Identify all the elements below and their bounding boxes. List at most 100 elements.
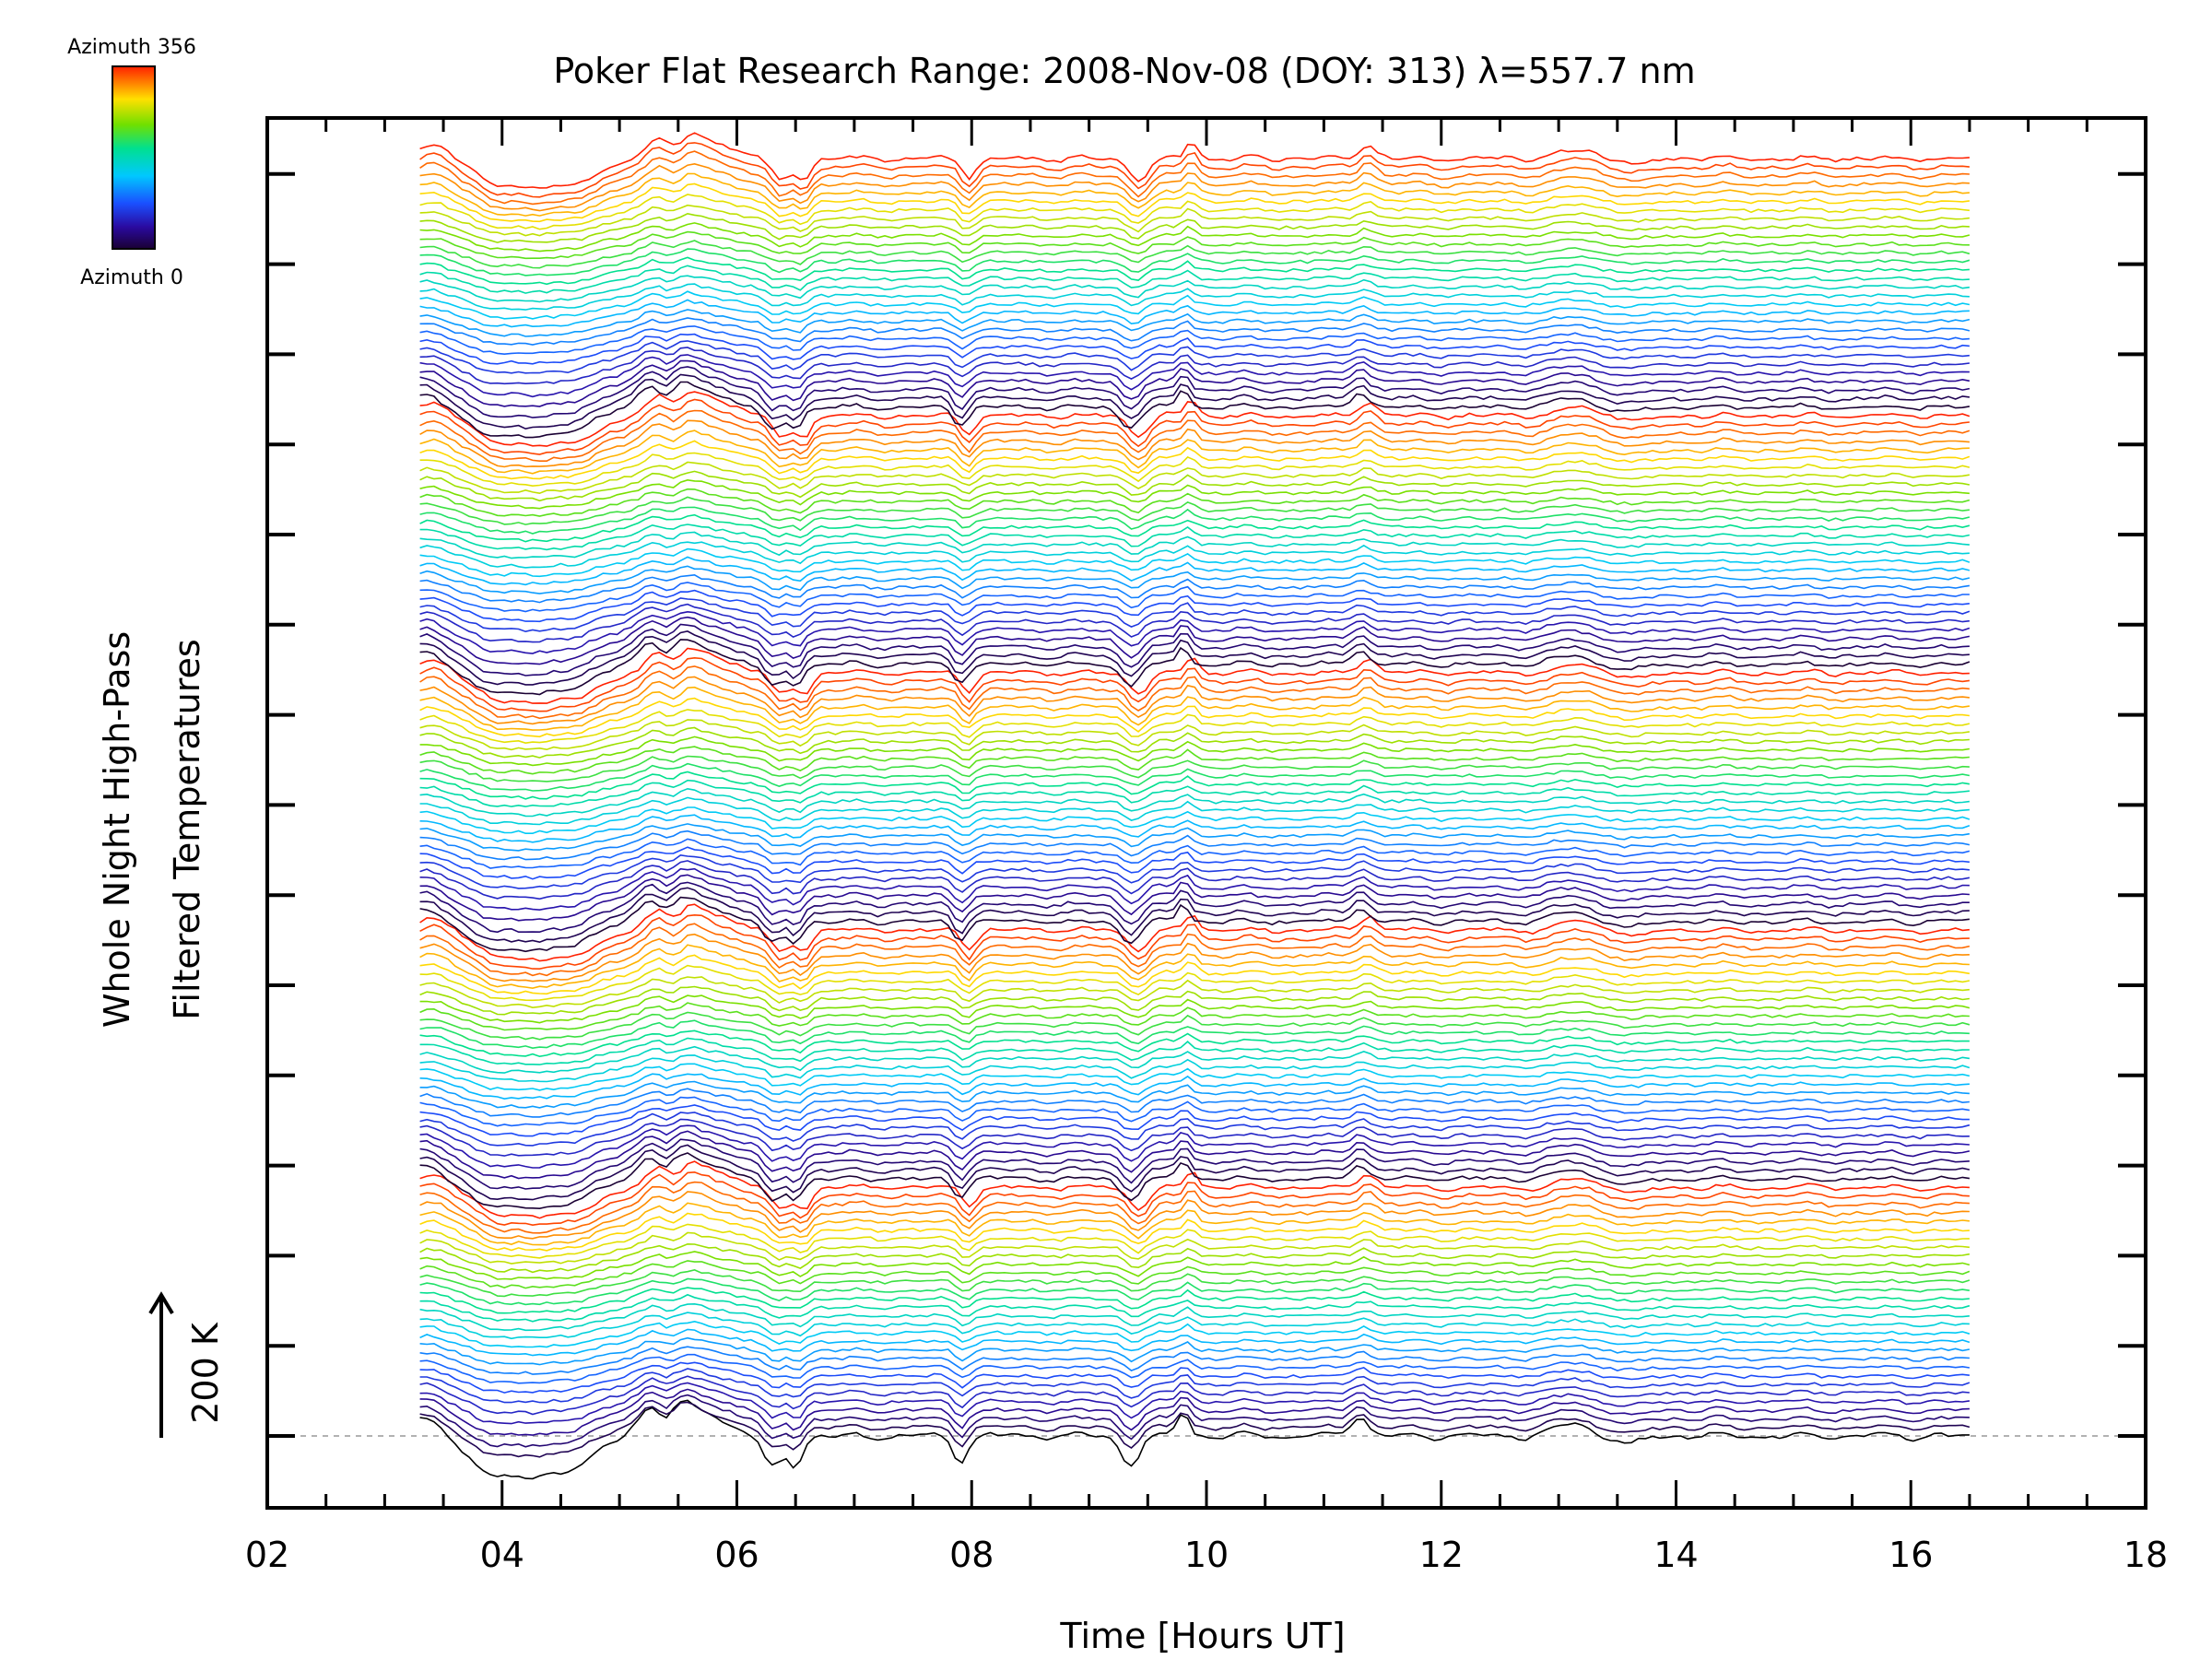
temperature-trace [419, 1287, 1970, 1314]
temperature-trace [419, 1251, 1971, 1280]
temperature-trace [419, 204, 1970, 237]
x-tick-label: 08 [949, 1535, 994, 1575]
temperature-trace [419, 1191, 1970, 1240]
temperature-trace [419, 248, 1971, 276]
temperature-trace [419, 1388, 1970, 1436]
temperature-trace [419, 1353, 1971, 1384]
temperature-trace [419, 676, 1970, 725]
temperature-trace [419, 212, 1970, 243]
temperature-trace [419, 1124, 1970, 1169]
temperature-trace [419, 391, 1971, 447]
temperature-trace [419, 896, 1970, 953]
temperature-trace [419, 787, 1970, 818]
temperature-trace [419, 1073, 1970, 1100]
chart-title: Poker Flat Research Range: 2008-Nov-08 (… [553, 51, 1695, 91]
temperature-trace [419, 565, 1971, 594]
temperature-trace [419, 823, 1971, 852]
temperature-trace [419, 194, 1970, 230]
temperature-trace [419, 881, 1970, 934]
temperature-trace [419, 964, 1971, 1002]
temperature-trace [419, 806, 1971, 834]
trace-group [419, 132, 1971, 1480]
temperature-trace [419, 860, 1971, 900]
temperature-trace [419, 610, 1971, 654]
temperature-trace [419, 779, 1970, 807]
temperature-trace [419, 513, 1971, 543]
temperature-trace [419, 531, 1970, 559]
temperature-trace [419, 1336, 1971, 1366]
temperature-trace [419, 985, 1971, 1016]
temperature-trace [419, 771, 1971, 800]
temperature-trace [419, 366, 1971, 418]
temperature-trace [419, 440, 1971, 480]
x-tick-label: 02 [245, 1535, 289, 1575]
temperature-trace [419, 1002, 1970, 1031]
temperature-trace [419, 726, 1970, 759]
temperature-trace [419, 589, 1970, 623]
temperature-trace [419, 1361, 1970, 1394]
temperature-trace [419, 623, 1970, 677]
temperature-trace [419, 1080, 1970, 1109]
temperature-trace [419, 603, 1970, 643]
temperature-trace [419, 1011, 1971, 1041]
x-tick-label: 06 [714, 1535, 759, 1575]
temperature-trace [419, 506, 1971, 535]
x-tick-label: 04 [480, 1535, 524, 1575]
temperature-trace [419, 814, 1971, 843]
temperature-trace [419, 1212, 1970, 1252]
y-axis-label: Whole Night High-Pass Filtered Temperatu… [97, 631, 207, 1028]
temperature-trace [419, 1223, 1970, 1259]
temperature-trace [419, 1320, 1971, 1348]
temperature-trace [419, 1160, 1970, 1219]
colorbar: Azimuth 356 Azimuth 0 [67, 36, 196, 289]
temperature-trace [419, 1112, 1971, 1147]
temperature-trace [419, 1104, 1970, 1137]
temperature-trace [419, 1399, 1970, 1480]
scale-bar-label: 200 K [185, 1322, 226, 1424]
temperature-trace [419, 1181, 1970, 1234]
temperature-trace [419, 1063, 1971, 1091]
scale-bar: 200 K [148, 1291, 226, 1438]
temperature-trace [419, 735, 1971, 767]
temperature-trace [419, 994, 1971, 1024]
temperature-trace [419, 656, 1971, 712]
temperature-trace [419, 853, 1970, 889]
colorbar-bottom-label: Azimuth 0 [80, 266, 183, 289]
temperature-trace [419, 1118, 1970, 1157]
temperature-trace [419, 1030, 1970, 1058]
temperature-trace [419, 1231, 1970, 1265]
x-tick-label: 14 [1653, 1535, 1698, 1575]
temperature-trace [419, 354, 1970, 398]
temperature-trace [419, 1088, 1970, 1118]
temperature-trace [419, 524, 1971, 551]
temperature-trace [419, 1346, 1970, 1375]
temperature-trace [419, 976, 1970, 1009]
temperature-trace [419, 333, 1970, 365]
temperature-trace [419, 647, 1970, 704]
temperature-trace [419, 256, 1970, 286]
temperature-trace [419, 150, 1970, 206]
temperature-trace [419, 933, 1970, 982]
scale-bar-arrow-head [148, 1291, 174, 1315]
temperature-trace [419, 1037, 1970, 1065]
x-tick-label: 12 [1419, 1535, 1464, 1575]
temperature-trace [419, 1045, 1971, 1074]
temperature-trace [419, 709, 1971, 745]
y-axis-label-line-1: Whole Night High-Pass [97, 631, 137, 1028]
temperature-trace [419, 1293, 1971, 1323]
temperature-trace [419, 639, 1971, 696]
temperature-trace [419, 230, 1970, 260]
temperature-trace [419, 1382, 1971, 1425]
temperature-trace [419, 616, 1971, 665]
temperature-trace [419, 172, 1970, 217]
temperature-trace [419, 746, 1970, 775]
colorbar-gradient [112, 65, 156, 250]
temperature-trace [419, 1312, 1970, 1340]
y-axis-label-line-2: Filtered Temperatures [167, 639, 207, 1019]
temperature-trace [419, 299, 1970, 328]
temperature-trace [419, 1394, 1970, 1448]
temperature-trace [419, 755, 1970, 782]
temperature-trace [419, 470, 1971, 502]
temperature-trace [419, 1368, 1971, 1404]
